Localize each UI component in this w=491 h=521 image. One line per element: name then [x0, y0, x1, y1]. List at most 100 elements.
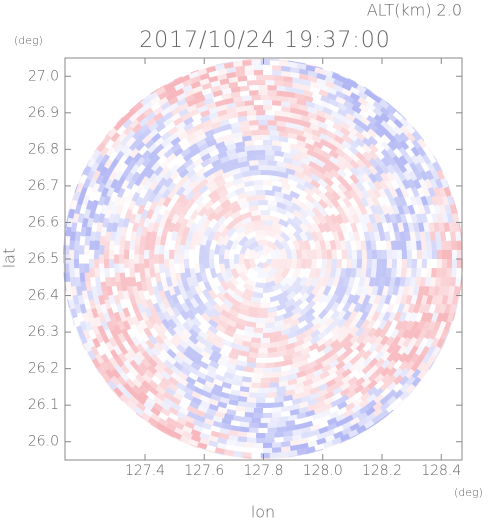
radar-cell: [154, 272, 162, 283]
radar-cell: [141, 380, 152, 390]
radar-cell: [337, 339, 348, 350]
radar-cell: [397, 204, 405, 215]
radar-cell: [360, 310, 369, 322]
radar-cell: [333, 129, 345, 139]
radar-cell: [349, 92, 361, 102]
radar-cell: [204, 259, 210, 269]
radar-cell: [303, 187, 315, 197]
radar-cell: [344, 285, 353, 297]
radar-cell: [267, 125, 277, 131]
radar-cell: [287, 132, 298, 140]
radar-cell: [294, 123, 305, 131]
radar-cell: [215, 99, 226, 107]
radar-cell: [128, 200, 137, 211]
radar-cell: [116, 132, 127, 143]
radar-cell: [263, 225, 274, 232]
radar-cell: [446, 240, 452, 250]
radar-cell: [210, 194, 221, 204]
radar-cell: [205, 179, 216, 189]
radar-cell: [267, 240, 279, 251]
radar-cell: [223, 371, 234, 380]
radar-cell: [349, 152, 360, 163]
radar-cell: [135, 351, 145, 362]
radar-cell: [343, 160, 354, 171]
radar-cell: [397, 222, 405, 233]
radar-cell: [355, 341, 366, 353]
radar-cell: [387, 222, 395, 233]
radar-cell: [193, 351, 204, 361]
radar-cell: [200, 109, 211, 118]
radar-cell: [91, 182, 101, 194]
radar-cell: [345, 240, 352, 251]
radar-cell: [202, 124, 213, 134]
radar-cell: [181, 112, 192, 122]
radar-cell: [69, 277, 76, 287]
radar-cell: [456, 240, 462, 250]
radar-cell: [144, 139, 155, 149]
radar-cell: [189, 285, 198, 296]
radar-cell: [195, 305, 205, 316]
radar-cell: [210, 80, 221, 88]
radar-cell: [353, 205, 363, 216]
radar-cell: [289, 148, 300, 156]
radar-cell: [147, 143, 158, 154]
radar-cell: [182, 425, 193, 434]
radar-cell: [393, 118, 404, 129]
radar-cell: [104, 328, 113, 340]
radar-cell: [363, 231, 371, 242]
radar-cell: [92, 213, 100, 224]
radar-cell: [197, 442, 208, 450]
radar-cell: [302, 378, 314, 387]
radar-cell: [299, 231, 308, 242]
radar-cell: [206, 364, 217, 374]
radar-cell: [416, 259, 422, 269]
radar-cell: [182, 78, 193, 88]
radar-cell: [291, 202, 302, 213]
radar-cell: [193, 293, 203, 304]
radar-cell: [428, 222, 435, 233]
radar-cell: [204, 206, 215, 217]
radar-cell: [267, 85, 277, 91]
radar-cell: [438, 320, 447, 332]
radar-cell: [285, 248, 292, 259]
radar-cell: [285, 127, 296, 134]
radar-cell: [151, 132, 162, 143]
radar-cell: [241, 298, 252, 307]
radar-cell: [434, 329, 444, 340]
radar-cell: [312, 199, 323, 210]
radar-cell: [351, 294, 361, 305]
radar-cell: [201, 422, 212, 431]
radar-cell: [380, 164, 390, 175]
radar-cell: [249, 422, 259, 428]
radar-cell: [188, 173, 199, 184]
radar-cell: [284, 205, 296, 214]
radar-cell: [129, 119, 140, 129]
radar-cell: [362, 371, 373, 381]
radar-cell: [239, 421, 250, 428]
radar-cell: [258, 347, 268, 354]
radar-cell: [436, 195, 444, 206]
radar-cell: [374, 350, 385, 362]
radar-cell: [178, 254, 185, 264]
radar-cell: [135, 366, 146, 377]
radar-cell: [301, 426, 312, 434]
radar-cell: [292, 209, 303, 220]
radar-cell: [155, 422, 166, 432]
radar-cell: [343, 347, 354, 358]
radar-cell: [97, 182, 106, 193]
radar-cell: [136, 281, 143, 292]
radar-cell: [371, 259, 377, 269]
radar-cell: [278, 451, 289, 458]
radar-cell: [91, 357, 101, 369]
radar-cell: [327, 365, 338, 375]
radar-cell: [448, 222, 455, 233]
radar-cell: [182, 226, 191, 237]
radar-cell: [269, 215, 281, 224]
radar-cell: [340, 387, 351, 397]
radar-cell: [190, 81, 201, 89]
radar-cell: [199, 78, 210, 86]
radar-cell: [148, 334, 158, 346]
radar-cell: [258, 392, 268, 398]
radar-cell: [413, 328, 422, 340]
radar-cell: [244, 145, 254, 152]
